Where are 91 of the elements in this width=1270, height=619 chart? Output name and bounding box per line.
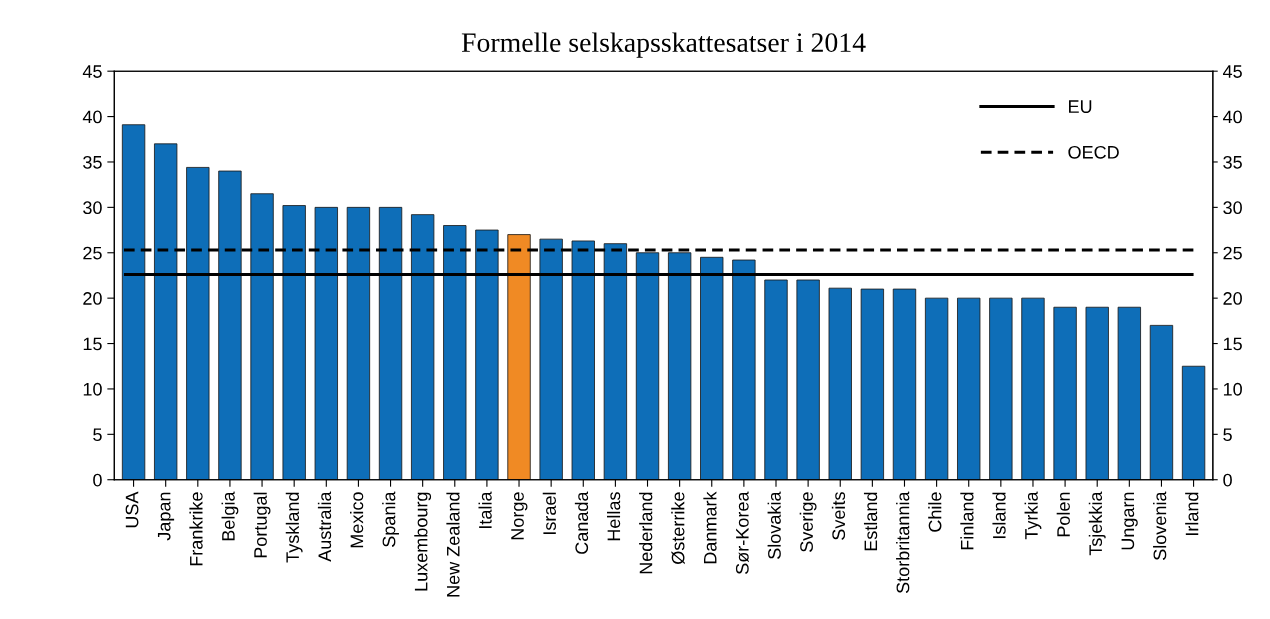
bar [635,252,660,480]
x-tick-label: Sør-Korea [735,491,749,574]
x-tick-label: Tyrkia [1024,491,1042,540]
y2-tick-label: 20 [1223,292,1242,305]
bar [218,170,242,480]
bar [1021,297,1045,480]
bar [475,229,499,480]
x-tick-label: Portugal [253,492,271,558]
x-tick-label: Tsjekkia [1088,491,1106,556]
y-tick-label: 15 [83,337,102,351]
bar [732,259,756,480]
bar [443,225,467,480]
bar [346,206,371,480]
x-tick-label: Island [992,492,1006,539]
bar [1053,306,1077,480]
x-tick-label: Australia [317,491,332,562]
bar [667,252,692,480]
y2-tick-label: 45 [1222,65,1242,78]
x-tick-label: Storbritannia [896,491,910,594]
x-tick-label: Nederland [639,492,653,574]
chart-title: Formelle selskapsskattesatser i 2014 [461,32,866,58]
x-tick-label: New Zealand [446,492,460,597]
x-tick-label: Danmark [703,491,717,564]
bar [154,143,178,480]
x-tick-label: Frankrike [189,492,203,566]
y-tick-label: 45 [82,65,102,78]
bar [507,234,531,480]
x-tick-label: Irland [1185,492,1199,536]
legend-label: EU [1069,100,1092,113]
x-tick-label: USA [125,491,139,528]
y-tick-label: 35 [83,155,102,169]
bar [539,238,563,480]
y-tick-label: 10 [83,382,102,396]
x-tick-label: Finland [960,492,974,550]
y2-tick-label: 35 [1223,155,1242,169]
bar [924,297,949,480]
x-tick-label: Sveits [831,492,846,540]
bar [764,279,788,480]
y-tick-label: 40 [82,110,102,124]
bar [860,288,885,480]
x-tick-label: Japan [157,492,175,541]
y2-tick-label: 15 [1223,337,1242,351]
y-tick-label: 25 [83,246,102,260]
x-tick-label: Hellas [606,492,621,541]
x-tick-label: Slovakia [767,491,781,559]
bar [314,206,338,480]
x-tick-label: Israel [542,492,556,535]
y2-tick-label: 40 [1222,110,1242,124]
x-tick-label: Luxembourg [414,492,432,591]
bar [282,205,306,480]
y2-tick-label: 25 [1223,246,1242,260]
bar [121,124,146,480]
y2-tick-label: 10 [1223,382,1242,396]
bar [250,193,274,480]
bar [186,167,210,480]
x-tick-label: Tyskland [285,492,303,563]
y2-tick-label: 5 [1223,428,1232,442]
y-tick-label: 20 [83,292,102,305]
x-tick-label: Polen [1056,492,1070,537]
bar [1149,324,1174,480]
bar [957,297,981,480]
x-tick-label: Mexico [350,492,364,548]
bar [378,206,403,480]
x-tick-label: Østerrike [671,492,685,565]
x-tick-label: Slovenia [1153,491,1167,560]
x-tick-label: Canada [574,491,589,554]
y2-tick-label: 0 [1223,473,1232,487]
x-tick-label: Norge [511,492,528,540]
y-tick-label: 0 [93,473,102,487]
x-tick-label: Chile [928,492,942,532]
y-tick-label: 5 [93,428,102,442]
y2-tick-label: 30 [1223,201,1242,215]
bar [411,214,435,480]
bar [603,243,628,480]
bar [1117,306,1141,480]
legend-label: OECD [1068,145,1119,159]
x-tick-label: Sverige [799,492,817,552]
y-tick-label: 30 [83,201,102,215]
x-tick-label: Belgia [221,491,239,541]
x-tick-label: Estland [863,492,878,551]
bar [700,256,724,480]
x-tick-label: Italia [478,491,492,528]
bar [892,288,917,480]
bar [989,297,1013,480]
bar [571,240,595,480]
bar [1181,365,1206,480]
x-tick-label: Spania [382,491,399,547]
bar [828,287,852,480]
bar [796,279,820,480]
x-tick-label: Ungarn [1121,492,1138,550]
bar [1085,306,1109,480]
